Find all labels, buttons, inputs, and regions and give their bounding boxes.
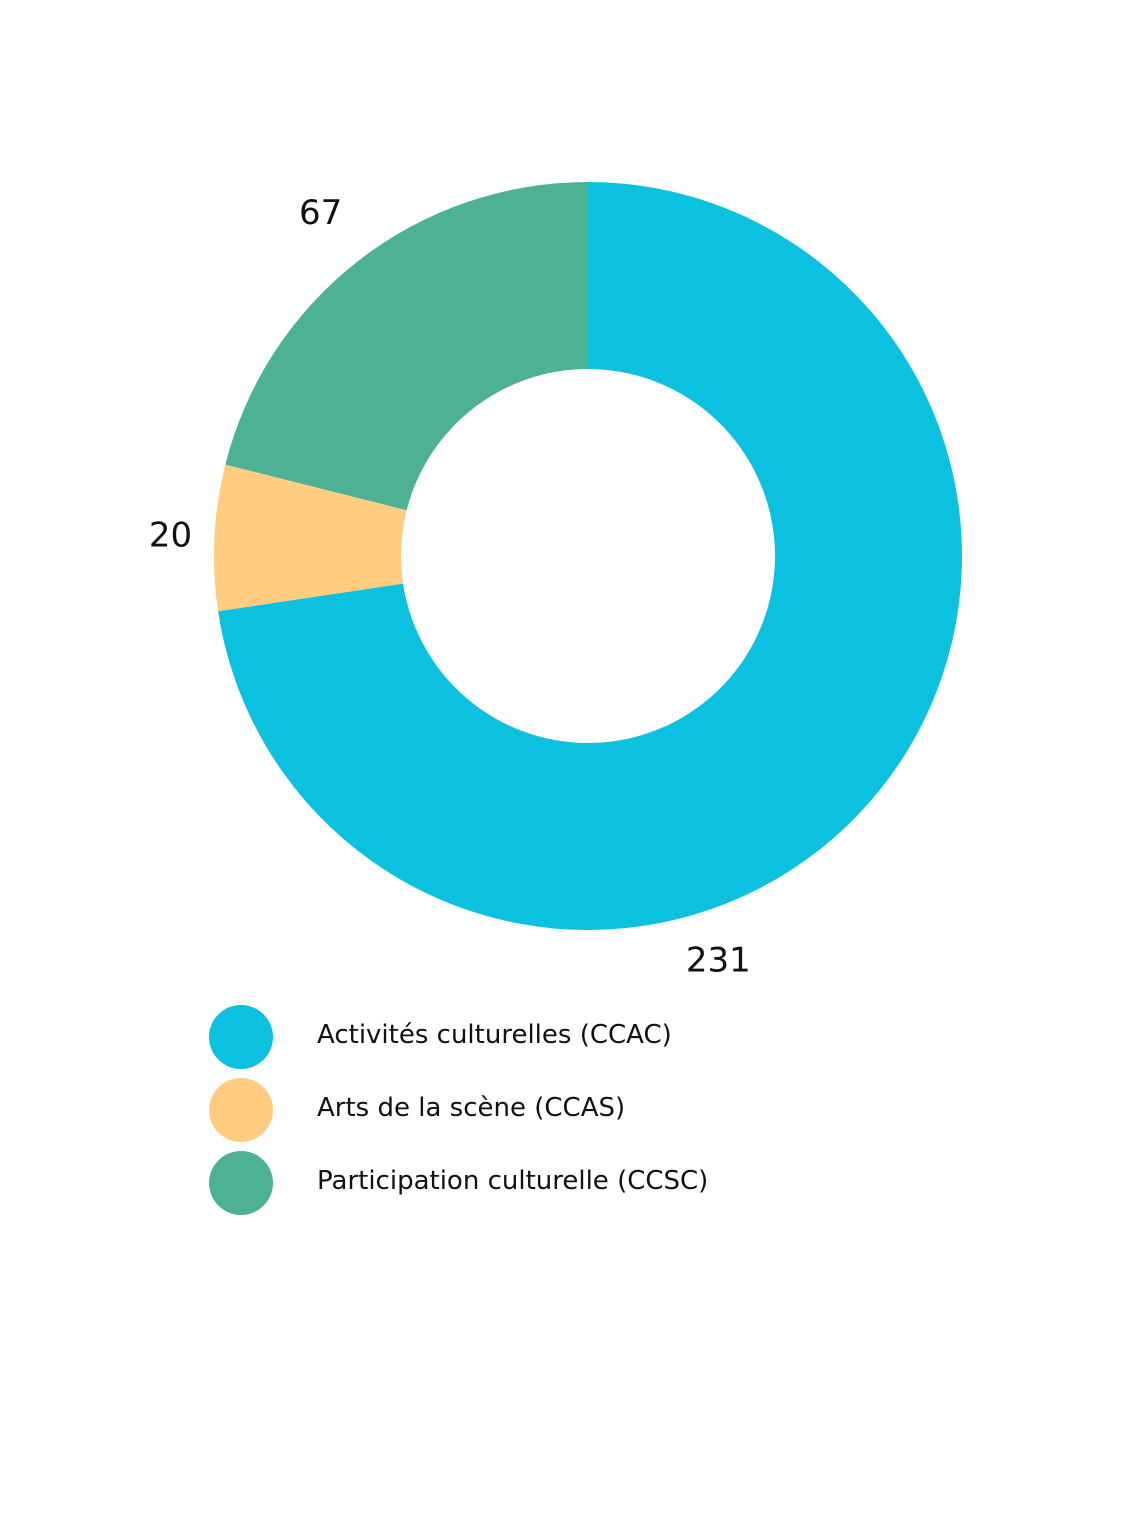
slice-ccac [218,182,963,930]
data-label-ccsc: 67 [299,193,342,233]
legend-swatch-ccas [209,1078,273,1142]
legend-label-ccas: Arts de la scène (CCAS) [317,1093,626,1123]
legend-item-ccac: Activités culturelles (CCAC) [209,1005,909,1078]
legend-swatch-ccsc [209,1151,273,1215]
legend-label-ccsc: Participation culturelle (CCSC) [317,1166,709,1196]
legend: Activités culturelles (CCAC) Arts de la … [209,1005,909,1224]
legend-item-ccas: Arts de la scène (CCAS) [209,1078,909,1151]
legend-item-ccsc: Participation culturelle (CCSC) [209,1151,909,1224]
slice-ccsc [225,182,589,511]
legend-label-ccac: Activités culturelles (CCAC) [317,1020,672,1050]
data-label-ccas: 20 [149,515,192,555]
legend-swatch-ccac [209,1005,273,1069]
data-label-ccac: 231 [686,941,751,980]
slice-ccas [214,464,407,612]
donut-chart: 231 20 67 [149,182,963,980]
